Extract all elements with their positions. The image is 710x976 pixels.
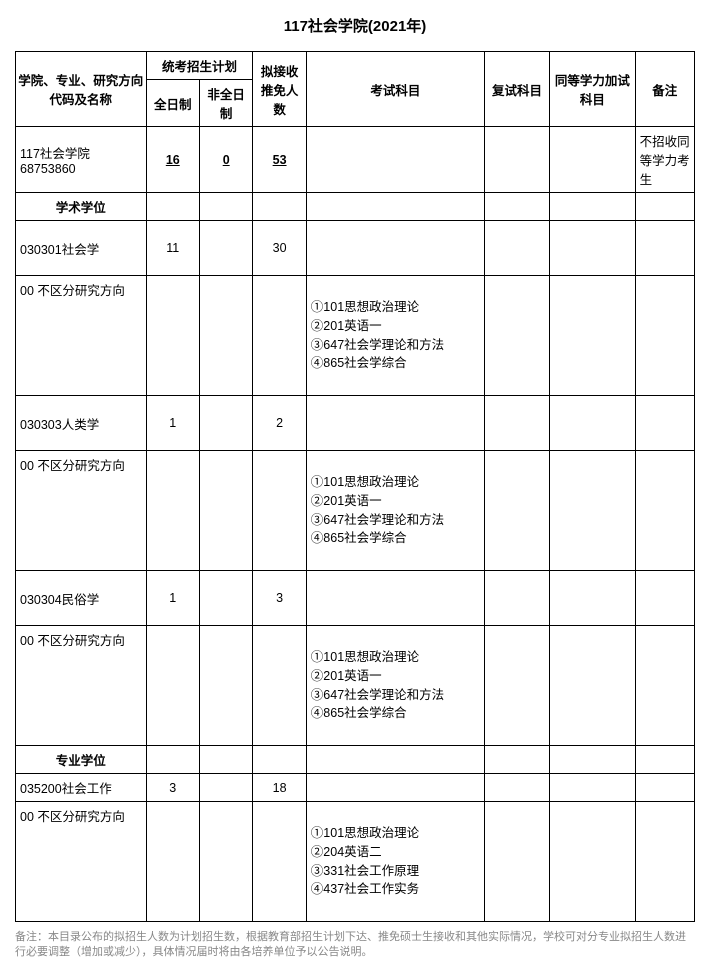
direction-name: 00 不区分研究方向 — [16, 802, 147, 922]
header-exam: 考试科目 — [306, 52, 484, 127]
exam-subjects: ①101思想政治理论 ②201英语一 ③647社会学理论和方法 ④865社会学综… — [306, 276, 484, 396]
major-name: 030304民俗学 — [16, 571, 147, 626]
direction-row: 00 不区分研究方向 ①101思想政治理论 ②201英语一 ③647社会学理论和… — [16, 626, 695, 746]
exam-subjects: ①101思想政治理论 ②201英语一 ③647社会学理论和方法 ④865社会学综… — [306, 451, 484, 571]
empty-cell — [306, 127, 484, 193]
header-note: 备注 — [635, 52, 694, 127]
major-exempt: 2 — [253, 396, 306, 451]
major-name: 030303人类学 — [16, 396, 147, 451]
exam-subjects: ①101思想政治理论 ②201英语一 ③647社会学理论和方法 ④865社会学综… — [306, 626, 484, 746]
major-row: 030301社会学 11 30 — [16, 221, 695, 276]
header-row-1: 学院、专业、研究方向代码及名称 统考招生计划 拟接收推免人数 考试科目 复试科目… — [16, 52, 695, 80]
school-fulltime: 16 — [146, 127, 199, 193]
school-exempt: 53 — [253, 127, 306, 193]
header-fulltime: 全日制 — [146, 80, 199, 127]
major-fulltime: 11 — [146, 221, 199, 276]
direction-name: 00 不区分研究方向 — [16, 626, 147, 746]
exam-subjects: ①101思想政治理论 ②204英语二 ③331社会工作原理 ④437社会工作实务 — [306, 802, 484, 922]
major-row: 030304民俗学 1 3 — [16, 571, 695, 626]
section-academic: 学术学位 — [16, 193, 147, 221]
major-fulltime: 1 — [146, 396, 199, 451]
section-row: 专业学位 — [16, 746, 695, 774]
header-name: 学院、专业、研究方向代码及名称 — [16, 52, 147, 127]
header-retest: 复试科目 — [484, 52, 549, 127]
header-parttime: 非全日制 — [199, 80, 252, 127]
school-row: 117社会学院 68753860 16 0 53 不招收同等学力考生 — [16, 127, 695, 193]
header-equiv: 同等学力加试科目 — [550, 52, 635, 127]
major-row: 030303人类学 1 2 — [16, 396, 695, 451]
footnote-text: 备注：本目录公布的拟招生人数为计划招生数，根据教育部招生计划下达、推免硕士生接收… — [15, 930, 695, 961]
major-exempt: 18 — [253, 774, 306, 802]
header-plan-group: 统考招生计划 — [146, 52, 253, 80]
direction-row: 00 不区分研究方向 ①101思想政治理论 ②204英语二 ③331社会工作原理… — [16, 802, 695, 922]
section-professional: 专业学位 — [16, 746, 147, 774]
major-row: 035200社会工作 3 18 — [16, 774, 695, 802]
direction-row: 00 不区分研究方向 ①101思想政治理论 ②201英语一 ③647社会学理论和… — [16, 276, 695, 396]
admissions-table: 学院、专业、研究方向代码及名称 统考招生计划 拟接收推免人数 考试科目 复试科目… — [15, 51, 695, 922]
major-name: 035200社会工作 — [16, 774, 147, 802]
school-parttime: 0 — [199, 127, 252, 193]
school-note: 不招收同等学力考生 — [635, 127, 694, 193]
header-exempt: 拟接收推免人数 — [253, 52, 306, 127]
school-name: 117社会学院 68753860 — [16, 127, 147, 193]
major-exempt: 3 — [253, 571, 306, 626]
empty-cell — [484, 127, 549, 193]
direction-name: 00 不区分研究方向 — [16, 276, 147, 396]
page-title: 117社会学院(2021年) — [15, 15, 695, 36]
major-name: 030301社会学 — [16, 221, 147, 276]
direction-name: 00 不区分研究方向 — [16, 451, 147, 571]
section-row: 学术学位 — [16, 193, 695, 221]
major-fulltime: 1 — [146, 571, 199, 626]
direction-row: 00 不区分研究方向 ①101思想政治理论 ②201英语一 ③647社会学理论和… — [16, 451, 695, 571]
major-exempt: 30 — [253, 221, 306, 276]
empty-cell — [550, 127, 635, 193]
major-fulltime: 3 — [146, 774, 199, 802]
